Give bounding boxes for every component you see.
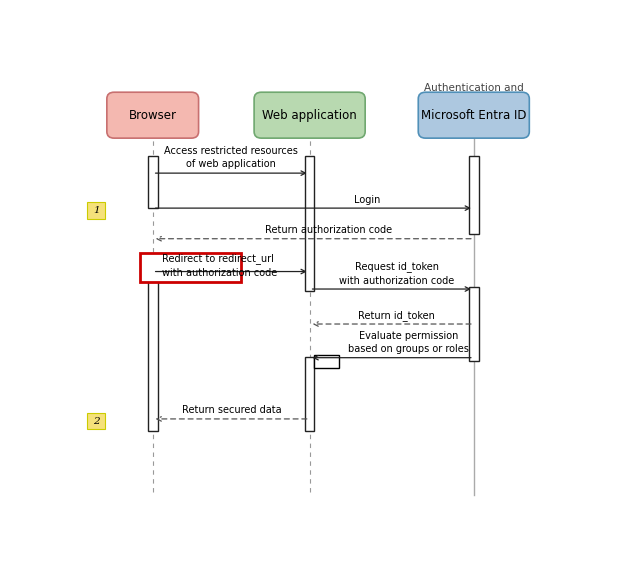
Bar xyxy=(87,202,105,219)
Bar xyxy=(305,357,315,431)
Bar xyxy=(305,156,315,291)
Text: Evaluate permission
based on groups or roles: Evaluate permission based on groups or r… xyxy=(348,331,469,354)
Text: Return authorization code: Return authorization code xyxy=(265,225,392,235)
FancyBboxPatch shape xyxy=(107,92,199,138)
Bar xyxy=(469,287,478,361)
Bar xyxy=(315,354,339,367)
Text: Return id_token: Return id_token xyxy=(358,310,435,320)
FancyBboxPatch shape xyxy=(254,92,365,138)
Bar xyxy=(148,269,158,431)
Text: Web application: Web application xyxy=(262,108,357,122)
Text: Microsoft Entra ID: Microsoft Entra ID xyxy=(421,108,526,122)
Bar xyxy=(87,413,105,429)
Text: Authentication and
Authorization Server: Authentication and Authorization Server xyxy=(420,83,528,107)
Text: 2: 2 xyxy=(93,416,100,425)
Text: Return secured data: Return secured data xyxy=(181,406,281,415)
Text: Login: Login xyxy=(354,195,381,204)
Text: Request id_token
with authorization code: Request id_token with authorization code xyxy=(339,261,454,286)
Bar xyxy=(140,253,241,282)
Text: Redirect to redirect_url
with authorization code: Redirect to redirect_url with authorizat… xyxy=(163,253,278,278)
Text: 1: 1 xyxy=(93,206,100,215)
Bar xyxy=(148,156,158,208)
Text: Access restricted resources
of web application: Access restricted resources of web appli… xyxy=(164,145,298,169)
Bar xyxy=(469,156,478,235)
FancyBboxPatch shape xyxy=(418,92,530,138)
Text: Browser: Browser xyxy=(129,108,177,122)
